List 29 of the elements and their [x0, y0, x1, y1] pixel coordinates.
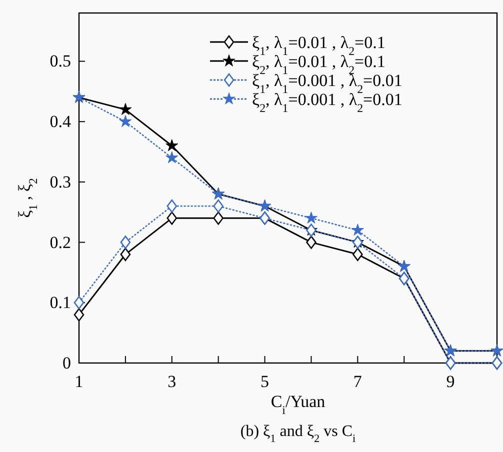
x-tick-label: 5 [260, 372, 270, 392]
point [213, 212, 224, 225]
x-tick-label: 1 [74, 372, 84, 392]
point [166, 139, 178, 152]
y-tick-label: 0.5 [50, 52, 71, 71]
point [166, 212, 178, 225]
y-tick-label: 0.3 [50, 172, 71, 192]
point [351, 224, 364, 236]
x-tick-label: 3 [168, 372, 176, 392]
y-tick-label: 0.4 [50, 112, 72, 132]
point [119, 115, 132, 127]
point [304, 212, 318, 224]
text: (b) ξ$_{1}$ and ξ$_{2}$ vs C$_{i}$ [240, 423, 356, 445]
point [352, 248, 363, 262]
x-tick-label: 9 [446, 372, 455, 392]
point [213, 199, 224, 213]
point [166, 151, 178, 164]
y-tick-label: 0.1 [50, 293, 71, 312]
point [74, 296, 84, 310]
point [74, 308, 84, 322]
x-tick-label: 7 [353, 372, 362, 392]
point [120, 248, 131, 262]
point [119, 102, 132, 115]
point [120, 236, 131, 249]
y-tick-label: 0 [62, 353, 71, 372]
x-axis-title: C$_{i}$/Yuan [270, 392, 326, 417]
point [166, 199, 178, 213]
y-tick-label: 0.2 [50, 232, 71, 252]
point [306, 236, 316, 249]
